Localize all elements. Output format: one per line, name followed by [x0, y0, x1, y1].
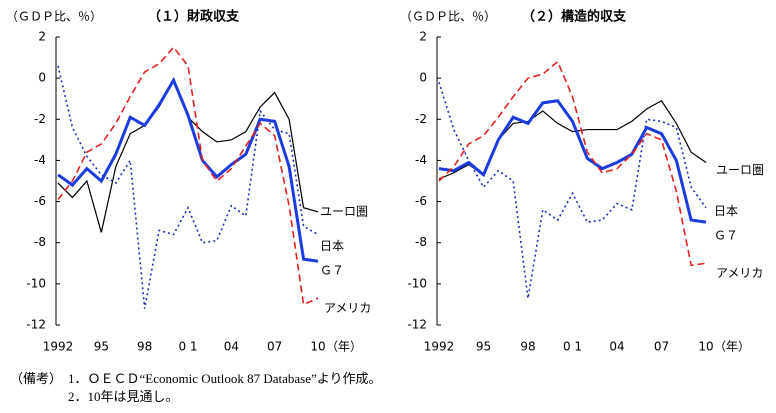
x-tick-label: 0 1	[178, 340, 197, 354]
y-axis-label: （ＧＤＰ比、％）	[6, 10, 102, 24]
series-line	[57, 76, 319, 263]
y-tick-label: -6	[415, 194, 427, 208]
y-tick-label: 2	[419, 30, 427, 44]
series-line	[438, 99, 707, 224]
series-line	[438, 82, 707, 299]
series-label: 日本	[320, 239, 344, 253]
x-unit: （年）	[714, 340, 750, 354]
y-tick-label: 2	[38, 30, 46, 44]
x-unit: （年）	[326, 340, 362, 354]
y-tick-label: -10	[26, 276, 46, 290]
x-tick-label: 1992	[43, 340, 74, 354]
series-label: 日本	[714, 204, 738, 218]
series-line	[57, 46, 319, 306]
series-line	[57, 65, 319, 309]
x-tick-label: 0 1	[563, 340, 582, 354]
y-tick-label: 0	[419, 71, 427, 85]
x-tick-label: 98	[137, 340, 152, 354]
x-tick-label: 95	[94, 340, 109, 354]
chart-title: （２）構造的収支	[522, 9, 627, 25]
x-tick-label: 04	[609, 340, 624, 354]
note: 1．ＯＥＣＤ“Economic Outlook 87 Database”より作成…	[68, 371, 382, 386]
series-label: アメリカ	[324, 301, 371, 315]
x-tick-label: 1992	[424, 340, 455, 354]
y-tick-label: -2	[34, 112, 46, 126]
y-tick-label: -12	[407, 318, 427, 332]
y-tick-label: 0	[38, 71, 46, 85]
x-tick-label: 10	[698, 340, 713, 354]
series-line	[438, 60, 707, 267]
y-tick-label: -4	[415, 153, 427, 167]
notes-label: （備考）	[10, 371, 62, 386]
series-label: ユーロ圏	[716, 163, 764, 177]
y-axis-label: （ＧＤＰ比、％）	[400, 10, 496, 24]
x-tick-label: 98	[520, 340, 535, 354]
x-tick-label: 95	[476, 340, 491, 354]
y-tick-label: -6	[34, 194, 46, 208]
series-label: Ｇ７	[320, 264, 344, 278]
series-label: Ｇ７	[714, 229, 738, 243]
series-label: アメリカ	[716, 266, 763, 280]
y-tick-label: -8	[34, 235, 46, 249]
x-tick-label: 04	[224, 340, 239, 354]
y-tick-label: -4	[34, 153, 46, 167]
y-tick-label: -8	[415, 235, 427, 249]
y-tick-label: -10	[407, 276, 427, 290]
series-label: ユーロ圏	[320, 204, 368, 218]
y-tick-label: -12	[26, 318, 46, 332]
note: 2．10年は見通し。	[68, 389, 179, 404]
chart-title: （１）財政収支	[148, 9, 240, 25]
y-tick-label: -2	[415, 112, 427, 126]
x-tick-label: 07	[267, 340, 282, 354]
x-tick-label: 10	[310, 340, 325, 354]
x-tick-label: 07	[654, 340, 669, 354]
